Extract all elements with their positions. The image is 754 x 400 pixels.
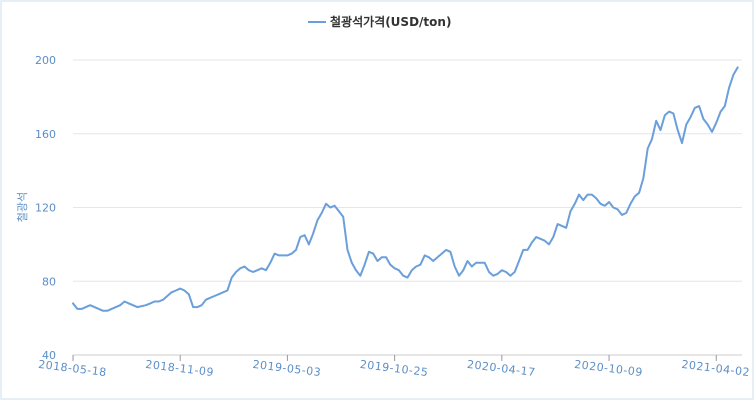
- x-tick-label: 2019-05-03: [252, 358, 322, 379]
- legend-label: 철광석가격(USD/ton): [330, 14, 451, 29]
- series-group: [72, 66, 739, 312]
- x-tick-label: 2020-04-17: [466, 358, 536, 379]
- chart-legend[interactable]: 철광석가격(USD/ton): [308, 14, 451, 29]
- y-tick-label: 120: [35, 202, 56, 215]
- y-tick-label: 40: [42, 349, 56, 362]
- grid-lines: [73, 59, 742, 282]
- x-tick-label: 2020-10-09: [574, 358, 644, 379]
- x-tick-label: 2018-11-09: [145, 358, 215, 379]
- y-tick-label: 80: [42, 275, 56, 288]
- y-axis-label: 철광석: [16, 192, 29, 222]
- x-tick-label: 2018-05-18: [37, 358, 107, 379]
- series-line: [72, 66, 739, 312]
- y-tick-label: 200: [35, 54, 56, 67]
- x-tick-label: 2019-10-25: [359, 358, 429, 379]
- y-axis-ticks: 40 80 120 160 200: [35, 54, 56, 362]
- y-tick-label: 160: [35, 128, 56, 141]
- x-tick-label: 2021-04-02: [681, 358, 751, 379]
- x-axis-ticks: 2018-05-18 2018-11-09 2019-05-03 2019-10-25…: [37, 355, 751, 379]
